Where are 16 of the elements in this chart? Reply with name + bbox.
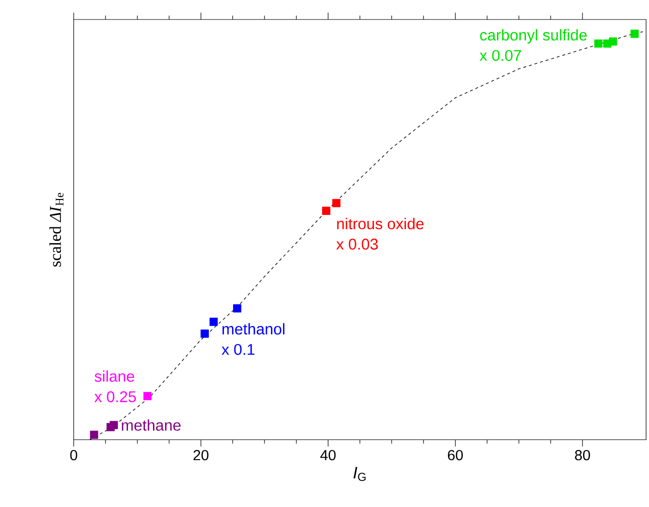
series-label: methane xyxy=(122,419,181,431)
x-tick-label: 0 xyxy=(70,450,78,460)
series-label: silane xyxy=(94,370,134,382)
annotation: x 0.07 xyxy=(480,50,522,61)
x-tick-label: 40 xyxy=(320,450,336,460)
annotation: x 0.25 xyxy=(94,391,136,402)
x-tick-label: 60 xyxy=(448,450,463,460)
y-axis-title: scaled ΔI$_{He}$ xyxy=(49,192,64,267)
annotation: x 0.03 xyxy=(336,238,378,250)
series-label: methanol xyxy=(222,323,284,335)
series-label: carbonyl sulfide xyxy=(480,29,587,44)
x-tick-label: 20 xyxy=(194,450,208,460)
annotation: x 0.1 xyxy=(222,344,254,355)
x-axis-title: I$_{G}$ xyxy=(354,466,366,481)
x-tick-label: 80 xyxy=(575,450,590,460)
series-label: nitrous oxide xyxy=(337,218,424,230)
